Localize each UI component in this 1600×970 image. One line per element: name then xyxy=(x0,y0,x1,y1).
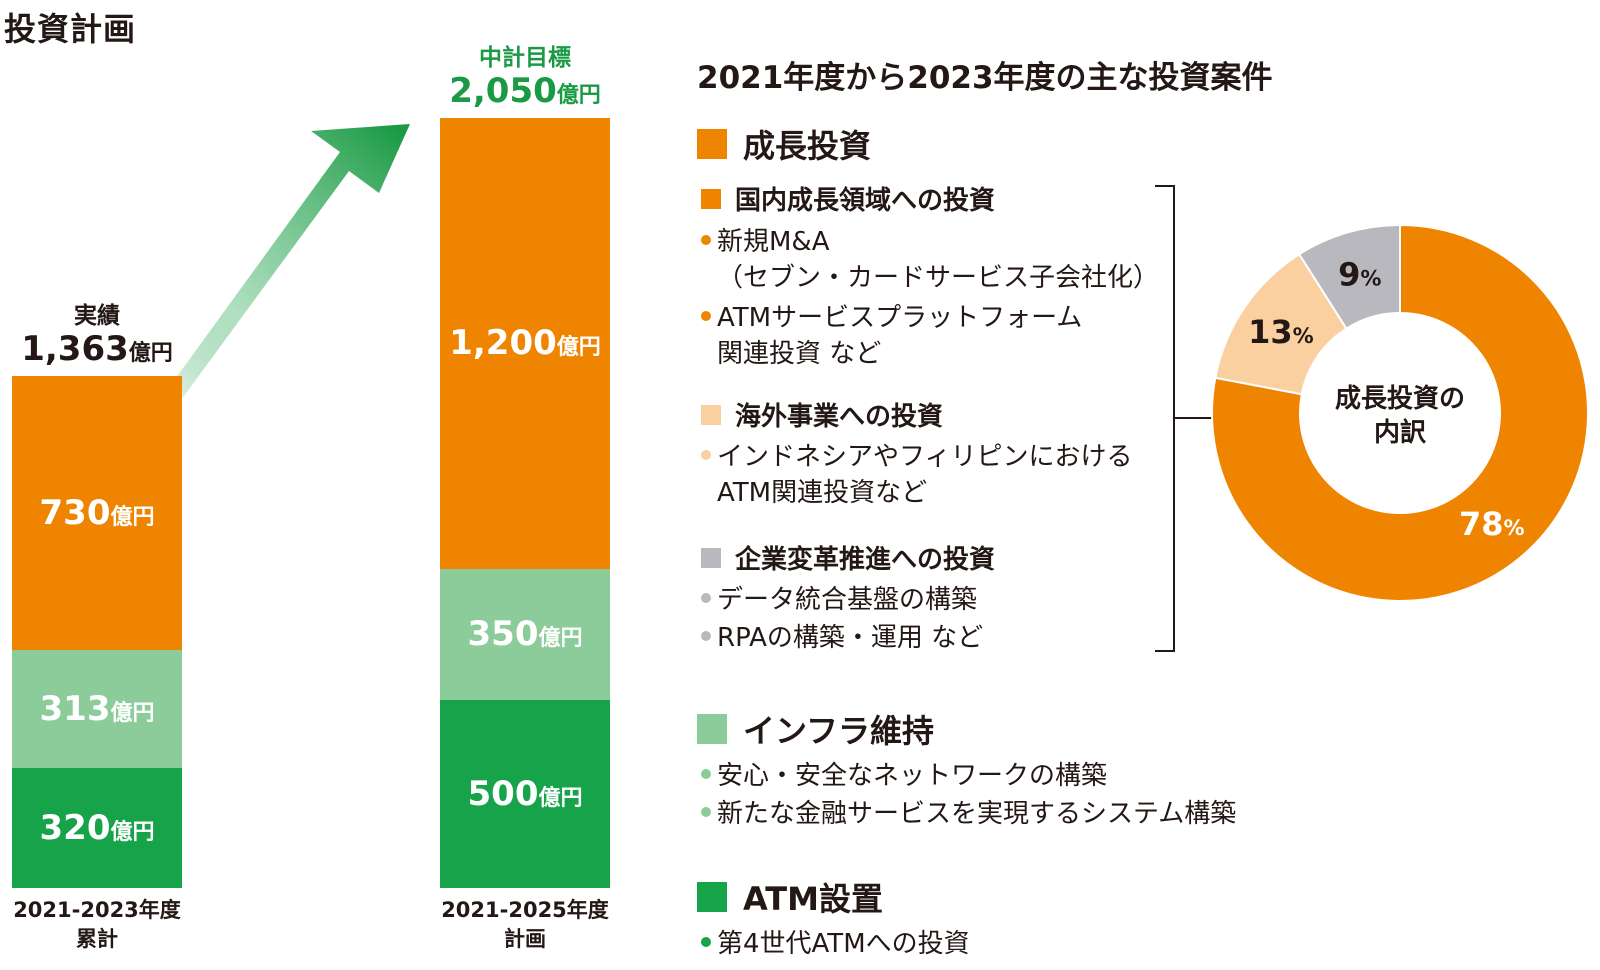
bullet-dot xyxy=(701,630,711,641)
subcategory-overseas-label: 海外事業への投資 xyxy=(735,402,944,432)
bar-value-label: 350億円 xyxy=(467,614,583,655)
bar-value-label: 1,200億円 xyxy=(449,323,601,364)
bar-total-label: 中計目標 2,050億円 xyxy=(420,44,630,115)
category-growth: 成長投資 xyxy=(697,121,871,167)
bar-value-label: 313億円 xyxy=(39,689,155,730)
bar-segment-infra: 313億円 xyxy=(12,650,182,768)
bracket-line xyxy=(1155,185,1175,652)
list-item: ATMサービスプラットフォーム 関連投資 など xyxy=(701,300,1082,372)
category-atm-label: ATM設置 xyxy=(743,880,883,918)
subcategory-overseas: 海外事業への投資 xyxy=(701,396,943,433)
list-item: 第4世代ATMへの投資 xyxy=(701,926,970,962)
donut-slice-domestic xyxy=(1211,223,1589,602)
bar-total-caption: 中計目標 xyxy=(479,45,571,72)
donut-slice-transformation xyxy=(1297,223,1401,330)
donut-percent-label: 78% xyxy=(1459,505,1525,543)
subcategory-domestic-label: 国内成長領域への投資 xyxy=(735,186,996,216)
bar-segment-growth: 730億円 xyxy=(12,376,182,651)
category-atm: ATM設置 xyxy=(697,874,883,920)
bar-total-caption: 実績 xyxy=(74,303,120,330)
bar-value-label: 320億円 xyxy=(39,807,155,848)
donut-percent-label: 9% xyxy=(1338,256,1381,294)
page-title: 投資計画 xyxy=(4,10,137,48)
bar-segment-infra: 350億円 xyxy=(440,568,610,701)
bar-segment-atm: 320億円 xyxy=(12,767,182,888)
bullet-dot xyxy=(701,592,711,603)
legend-swatch-atm xyxy=(697,882,727,912)
bullet-dot xyxy=(701,234,711,245)
legend-swatch-domestic xyxy=(701,188,721,209)
list-item: 新たな金融サービスを実現するシステム構築 xyxy=(701,796,1236,832)
bar-category-label: 2021-2025年度 計画 xyxy=(441,898,609,951)
subcategory-transformation-label: 企業変革推進への投資 xyxy=(735,545,996,575)
bracket-connector xyxy=(1173,417,1213,419)
bullet-dot xyxy=(701,449,711,460)
bar-total-value: 1,363億円 xyxy=(21,329,173,370)
subcategory-domestic: 国内成長領域への投資 xyxy=(701,180,995,217)
category-infra: インフラ維持 xyxy=(697,706,934,752)
donut-center-label: 成長投資の xyxy=(1335,384,1465,414)
bullet-dot xyxy=(701,768,711,779)
bar-segment-atm: 500億円 xyxy=(440,700,610,888)
bar-total-label: 実績 1,363億円 xyxy=(0,302,202,373)
category-growth-label: 成長投資 xyxy=(743,127,872,165)
bar-value-label: 500億円 xyxy=(467,774,583,815)
list-item: データ統合基盤の構築 xyxy=(701,582,977,618)
donut-center-label: 内訳 xyxy=(1374,417,1427,448)
list-item: 新規M&A （セブン・カードサービス子会社化） xyxy=(701,224,1159,296)
category-infra-label: インフラ維持 xyxy=(743,712,935,750)
bar-total-value: 2,050億円 xyxy=(449,71,601,112)
bullet-dot xyxy=(701,310,711,321)
bar-segment-growth: 1,200億円 xyxy=(440,118,610,569)
legend-swatch-overseas xyxy=(701,404,721,425)
list-item: 安心・安全なネットワークの構築 xyxy=(701,758,1107,794)
legend-swatch-transformation xyxy=(701,547,721,568)
list-title: 2021年度から2023年度の主な投資案件 xyxy=(697,60,1273,96)
donut-percent-label: 13% xyxy=(1248,313,1314,351)
list-item: RPAの構築・運用 など xyxy=(701,620,983,656)
legend-swatch-growth xyxy=(697,129,727,159)
bar-category-label: 2021-2023年度 累計 xyxy=(13,898,181,951)
subcategory-transformation: 企業変革推進への投資 xyxy=(701,539,995,576)
bar-value-label: 730億円 xyxy=(39,493,155,534)
bullet-dot xyxy=(701,806,711,817)
list-item: インドネシアやフィリピンにおける ATM関連投資など xyxy=(701,439,1132,511)
bullet-dot xyxy=(701,936,711,947)
legend-swatch-infra xyxy=(697,714,727,744)
